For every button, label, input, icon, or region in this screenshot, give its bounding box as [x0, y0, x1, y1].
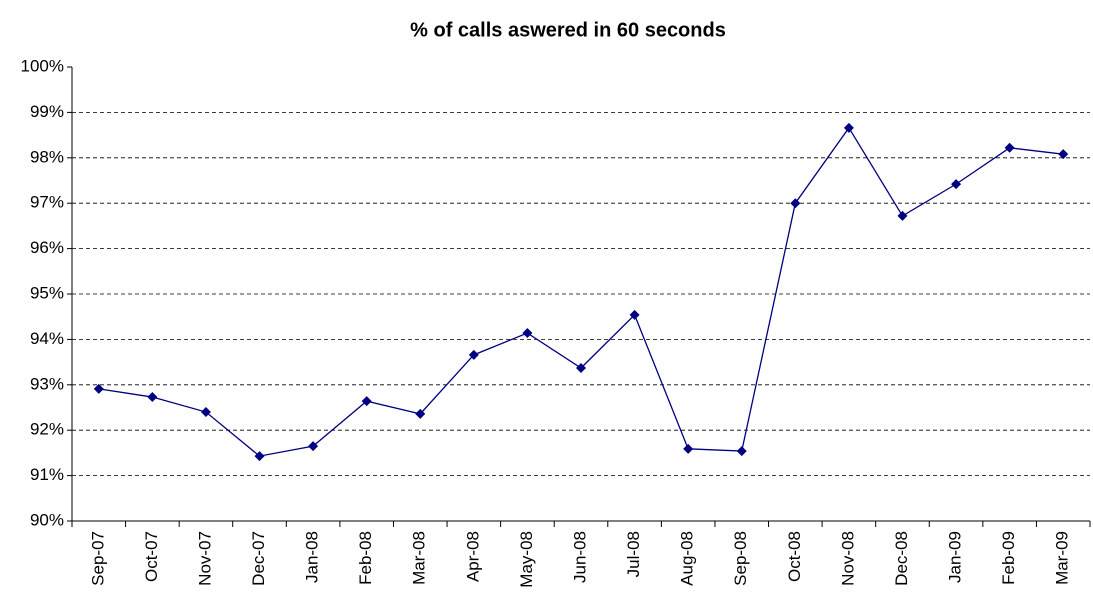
x-tick-label: Jan-08: [303, 531, 322, 583]
data-point: [843, 122, 854, 133]
x-tick-label: Feb-08: [356, 531, 375, 585]
y-tick-label: 91%: [30, 465, 64, 484]
data-point: [254, 451, 265, 462]
x-tick-label: Jan-09: [946, 531, 965, 583]
data-point: [897, 210, 908, 221]
chart-title: % of calls aswered in 60 seconds: [410, 19, 726, 41]
data-point: [200, 407, 211, 418]
x-tick-label: Jul-08: [624, 531, 643, 577]
x-tick-label: Nov-08: [838, 531, 857, 586]
x-tick-label: Oct-07: [142, 531, 161, 582]
data-point: [790, 198, 801, 209]
x-tick-label: Mar-09: [1053, 531, 1072, 585]
y-tick-label: 98%: [30, 147, 64, 166]
x-tick-label: Apr-08: [463, 531, 482, 582]
x-tick-label: Oct-08: [785, 531, 804, 582]
data-point: [93, 383, 104, 394]
y-tick-label: 95%: [30, 283, 64, 302]
y-tick-label: 92%: [30, 420, 64, 439]
data-point: [522, 328, 533, 339]
data-point: [147, 392, 158, 403]
data-point: [415, 408, 426, 419]
data-point: [361, 396, 372, 407]
x-tick-label: Jun-08: [570, 531, 589, 583]
y-tick-label: 93%: [30, 374, 64, 393]
data-line: [98, 126, 1064, 457]
data-point: [1004, 142, 1015, 153]
x-tick-label: May-08: [517, 531, 536, 588]
y-tick-label: 97%: [30, 193, 64, 212]
x-tick-label: Dec-08: [892, 531, 911, 586]
data-point: [576, 363, 586, 374]
x-tick-label: Dec-07: [249, 531, 268, 586]
data-point: [736, 446, 747, 457]
x-tick-label: Aug-08: [678, 531, 697, 586]
data-point: [683, 443, 694, 454]
data-point: [468, 349, 479, 360]
x-tick-label: Feb-09: [999, 531, 1018, 585]
data-point: [308, 441, 319, 452]
y-tick-label: 94%: [30, 329, 64, 348]
y-tick-label: 100%: [21, 56, 64, 75]
x-tick-label: Sep-08: [731, 531, 750, 586]
y-tick-label: 96%: [30, 238, 64, 257]
x-tick-label: Mar-08: [410, 531, 429, 585]
x-tick-label: Sep-07: [88, 531, 107, 586]
data-point: [629, 309, 640, 320]
y-tick-label: 90%: [30, 510, 64, 529]
data-point: [1058, 149, 1069, 160]
y-tick-label: 99%: [30, 102, 64, 121]
data-point: [951, 179, 962, 190]
x-tick-label: Nov-07: [195, 531, 214, 586]
